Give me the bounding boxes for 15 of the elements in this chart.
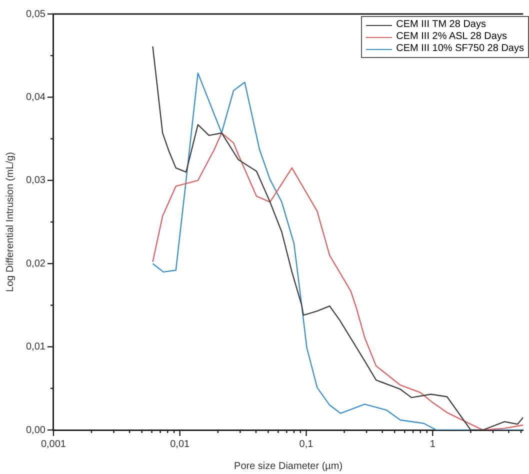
x-axis-title: Pore size Diameter (µm) [234,460,343,472]
y-axis-title: Log Differential Intrusion (mL/g) [4,152,16,292]
x-tick-label: 0,001 [40,438,66,450]
y-tick-label: 0,01 [26,342,46,353]
legend-label: CEM III TM 28 Days [396,19,486,31]
y-tick-label: 0,03 [26,175,46,186]
x-tick-label: 0,1 [299,438,314,450]
legend-label: CEM III 10% SF750 28 Days [396,43,524,55]
legend-label: CEM III 2% ASL 28 Days [396,31,507,43]
y-tick-label: 0,00 [26,424,46,436]
x-tick-label: 1 [430,438,436,450]
y-tick-label: 0,04 [26,92,46,103]
x-tick-label: 0,01 [170,438,190,450]
y-tick-label: 0,02 [26,258,46,270]
y-tick-label: 0,05 [26,8,46,20]
